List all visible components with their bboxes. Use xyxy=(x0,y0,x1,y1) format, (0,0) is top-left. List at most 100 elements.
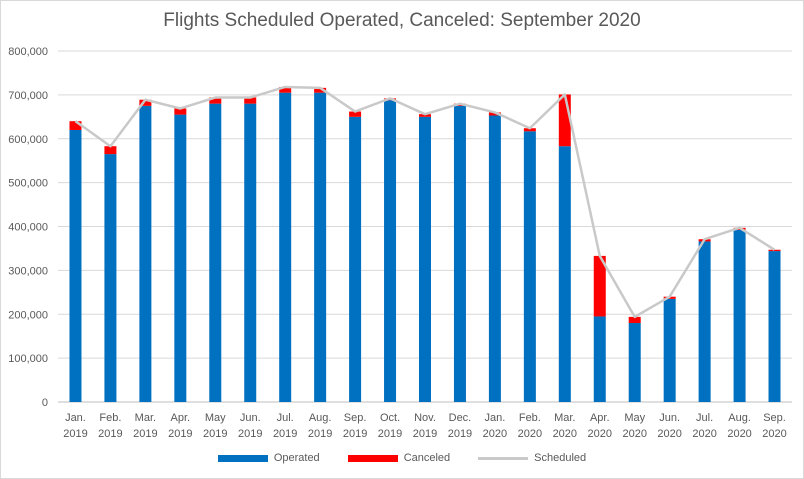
bar-canceled xyxy=(69,121,82,130)
x-tick-label-year: 2019 xyxy=(63,428,87,440)
x-tick-label-year: 2019 xyxy=(308,428,332,440)
y-tick-label: 500,000 xyxy=(8,178,48,190)
bar-operated xyxy=(174,114,187,403)
bar-operated xyxy=(314,92,327,403)
x-tick-label-year: 2020 xyxy=(518,428,542,440)
bar-canceled xyxy=(558,94,571,147)
x-tick-label: Jun. xyxy=(240,412,261,424)
legend-item-canceled: Canceled xyxy=(347,452,451,464)
legend-swatch-operated xyxy=(217,454,268,462)
bar-operated xyxy=(628,323,641,402)
legend-label-operated: Operated xyxy=(273,452,320,464)
x-tick-label-year: 2020 xyxy=(553,428,577,440)
bar-operated xyxy=(104,154,117,402)
bar-canceled xyxy=(523,128,536,132)
x-tick-label: Jan. xyxy=(65,412,86,424)
chart-title: Flights Scheduled Operated, Canceled: Se… xyxy=(163,10,641,31)
bar-operated xyxy=(523,131,536,402)
x-tick-label-year: 2019 xyxy=(448,428,472,440)
bar-canceled xyxy=(279,86,292,93)
x-tick-label-year: 2020 xyxy=(483,428,507,440)
y-tick-label: 700,000 xyxy=(8,90,48,102)
x-tick-label: Mar. xyxy=(554,412,575,424)
x-tick-label-year: 2019 xyxy=(98,428,122,440)
x-tick-label: Aug. xyxy=(309,412,332,424)
bar-canceled xyxy=(419,114,431,117)
x-tick-label-year: 2020 xyxy=(762,428,786,440)
bar-operated xyxy=(698,241,711,402)
y-tick-label: 100,000 xyxy=(8,353,48,365)
bar-canceled xyxy=(139,99,152,106)
x-tick-label-year: 2020 xyxy=(622,428,646,440)
x-tick-label-year: 2020 xyxy=(657,428,681,440)
bar-operated xyxy=(558,146,571,402)
bar-operated xyxy=(419,116,431,402)
legend-label-canceled: Canceled xyxy=(403,452,451,464)
x-tick-label-year: 2019 xyxy=(343,428,367,440)
legend-item-operated: Operated xyxy=(217,452,320,464)
bar-operated xyxy=(244,103,257,403)
bar-canceled xyxy=(244,97,257,104)
bar-canceled xyxy=(488,112,501,116)
bar-operated xyxy=(593,316,606,402)
x-tick-label-year: 2019 xyxy=(273,428,297,440)
bar-operated xyxy=(279,92,292,403)
x-tick-label: May xyxy=(624,412,645,424)
x-tick-label-year: 2019 xyxy=(378,428,402,440)
bar-operated xyxy=(349,116,362,402)
bar-operated xyxy=(488,115,501,402)
bar-operated xyxy=(69,129,82,402)
x-tick-label: Apr. xyxy=(171,412,191,424)
x-tick-label: Jun. xyxy=(659,412,680,424)
x-tick-label: May xyxy=(205,412,226,424)
legend-item-scheduled: Scheduled xyxy=(478,452,586,464)
x-tick-label-year: 2019 xyxy=(133,428,157,440)
bar-canceled xyxy=(314,87,327,93)
chart-legend: Operated Canceled Scheduled xyxy=(0,452,804,464)
x-tick-label: Apr. xyxy=(590,412,610,424)
bar-operated xyxy=(663,298,676,402)
legend-swatch-canceled xyxy=(347,454,398,462)
x-tick-label: Dec. xyxy=(449,412,472,424)
bar-canceled xyxy=(209,97,222,104)
bar-operated xyxy=(209,103,222,403)
x-tick-label-year: 2019 xyxy=(203,428,227,440)
bar-operated xyxy=(384,100,397,402)
x-tick-label: Jul. xyxy=(277,412,294,424)
y-tick-label: 600,000 xyxy=(8,134,48,146)
bar-canceled xyxy=(174,108,187,115)
x-tick-label: Sep. xyxy=(763,412,786,424)
bar-operated xyxy=(768,251,781,402)
y-tick-label: 0 xyxy=(42,397,48,409)
x-tick-label: Oct. xyxy=(380,412,400,424)
x-tick-label: Nov. xyxy=(414,412,436,424)
x-tick-label: Feb. xyxy=(99,412,121,424)
x-tick-label: Jan. xyxy=(485,412,506,424)
bar-canceled xyxy=(768,249,781,252)
x-tick-label-year: 2020 xyxy=(727,428,751,440)
x-tick-label-year: 2019 xyxy=(238,428,262,440)
x-tick-label-year: 2019 xyxy=(413,428,437,440)
x-tick-label-year: 2020 xyxy=(692,428,716,440)
y-tick-label: 400,000 xyxy=(8,222,48,234)
x-tick-label: Feb. xyxy=(519,412,541,424)
bar-canceled xyxy=(349,111,362,117)
legend-swatch-scheduled xyxy=(478,456,529,460)
x-tick-label: Sep. xyxy=(344,412,367,424)
x-tick-label: Jul. xyxy=(696,412,713,424)
bar-canceled xyxy=(104,146,117,155)
y-tick-label: 300,000 xyxy=(8,265,48,277)
bar-canceled xyxy=(628,316,641,324)
x-tick-label: Mar. xyxy=(135,412,156,424)
x-tick-label-year: 2020 xyxy=(588,428,612,440)
x-tick-label-year: 2019 xyxy=(168,428,192,440)
legend-label-scheduled: Scheduled xyxy=(534,452,587,464)
y-tick-label: 200,000 xyxy=(8,309,48,321)
bar-operated xyxy=(733,230,746,402)
bar-canceled xyxy=(593,255,606,317)
bar-operated xyxy=(139,105,152,402)
y-tick-label: 800,000 xyxy=(8,46,48,58)
x-tick-label: Aug. xyxy=(728,412,751,424)
bar-operated xyxy=(453,105,466,402)
